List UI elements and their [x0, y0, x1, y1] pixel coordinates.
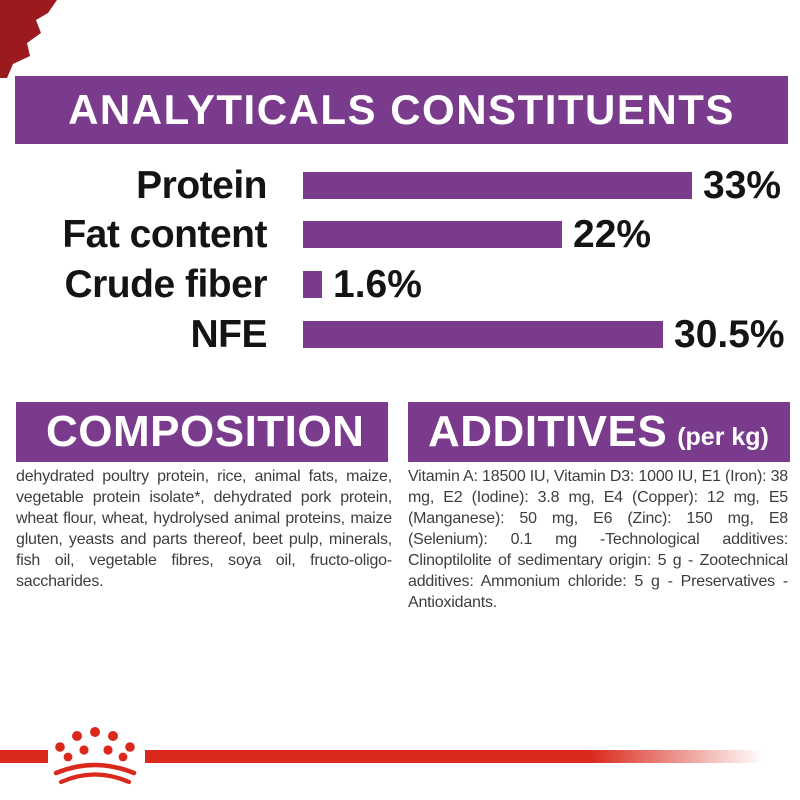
- analyticals-banner: ANALYTICALS CONSTITUENTS: [15, 76, 788, 144]
- chart-row-fat-content: Fat content 22%: [0, 214, 800, 256]
- chart-label-fat-content: Fat content: [62, 213, 267, 256]
- footer-divider-line-left: [0, 750, 48, 763]
- composition-header: COMPOSITION: [16, 402, 388, 462]
- chart-value-nfe: 30.5%: [674, 313, 785, 356]
- additives-title: ADDITIVES: [428, 407, 668, 456]
- footer-divider-line-right: [145, 750, 763, 763]
- chart-label-protein: Protein: [136, 164, 267, 207]
- chart-row-protein: Protein 33%: [0, 165, 800, 207]
- chart-row-crude-fiber: Crude fiber 1.6%: [0, 264, 800, 306]
- chart-label-nfe: NFE: [190, 313, 268, 356]
- chart-bar-fat-content: [303, 221, 562, 248]
- additives-header: ADDITIVES (per kg): [408, 402, 790, 462]
- chart-bar-crude-fiber: [303, 271, 322, 298]
- chart-value-crude-fiber: 1.6%: [333, 263, 422, 306]
- composition-title: COMPOSITION: [46, 407, 365, 456]
- composition-text: dehydrated poultry protein, rice, animal…: [16, 468, 392, 590]
- chart-value-fat-content: 22%: [573, 213, 652, 256]
- chart-bar-nfe: [303, 321, 663, 348]
- royal-crown-logo-icon: [53, 727, 137, 785]
- additives-text: Vitamin A: 18500 IU, Vitamin D3: 1000 IU…: [408, 468, 788, 611]
- chart-value-protein: 33%: [703, 164, 782, 207]
- chart-row-nfe: NFE 30.5%: [0, 314, 800, 356]
- chart-label-crude-fiber: Crude fiber: [64, 263, 267, 306]
- analyticals-title: ANALYTICALS CONSTITUENTS: [68, 86, 735, 133]
- corner-packaging-fragment-icon: [0, 0, 57, 78]
- chart-bar-protein: [303, 172, 692, 199]
- additives-subtitle: (per kg): [677, 422, 769, 451]
